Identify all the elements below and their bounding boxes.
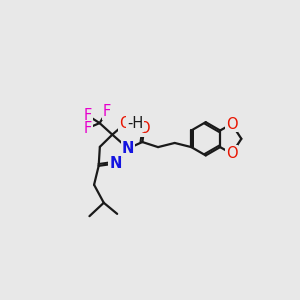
Text: O: O xyxy=(226,146,238,161)
Text: F: F xyxy=(83,121,92,136)
Text: O: O xyxy=(226,116,238,131)
Text: N: N xyxy=(122,141,134,156)
Text: F: F xyxy=(102,104,111,119)
Text: F: F xyxy=(84,108,92,123)
Text: O: O xyxy=(138,121,150,136)
Text: N: N xyxy=(109,156,122,171)
Text: -H: -H xyxy=(127,116,143,131)
Text: O: O xyxy=(119,116,130,131)
